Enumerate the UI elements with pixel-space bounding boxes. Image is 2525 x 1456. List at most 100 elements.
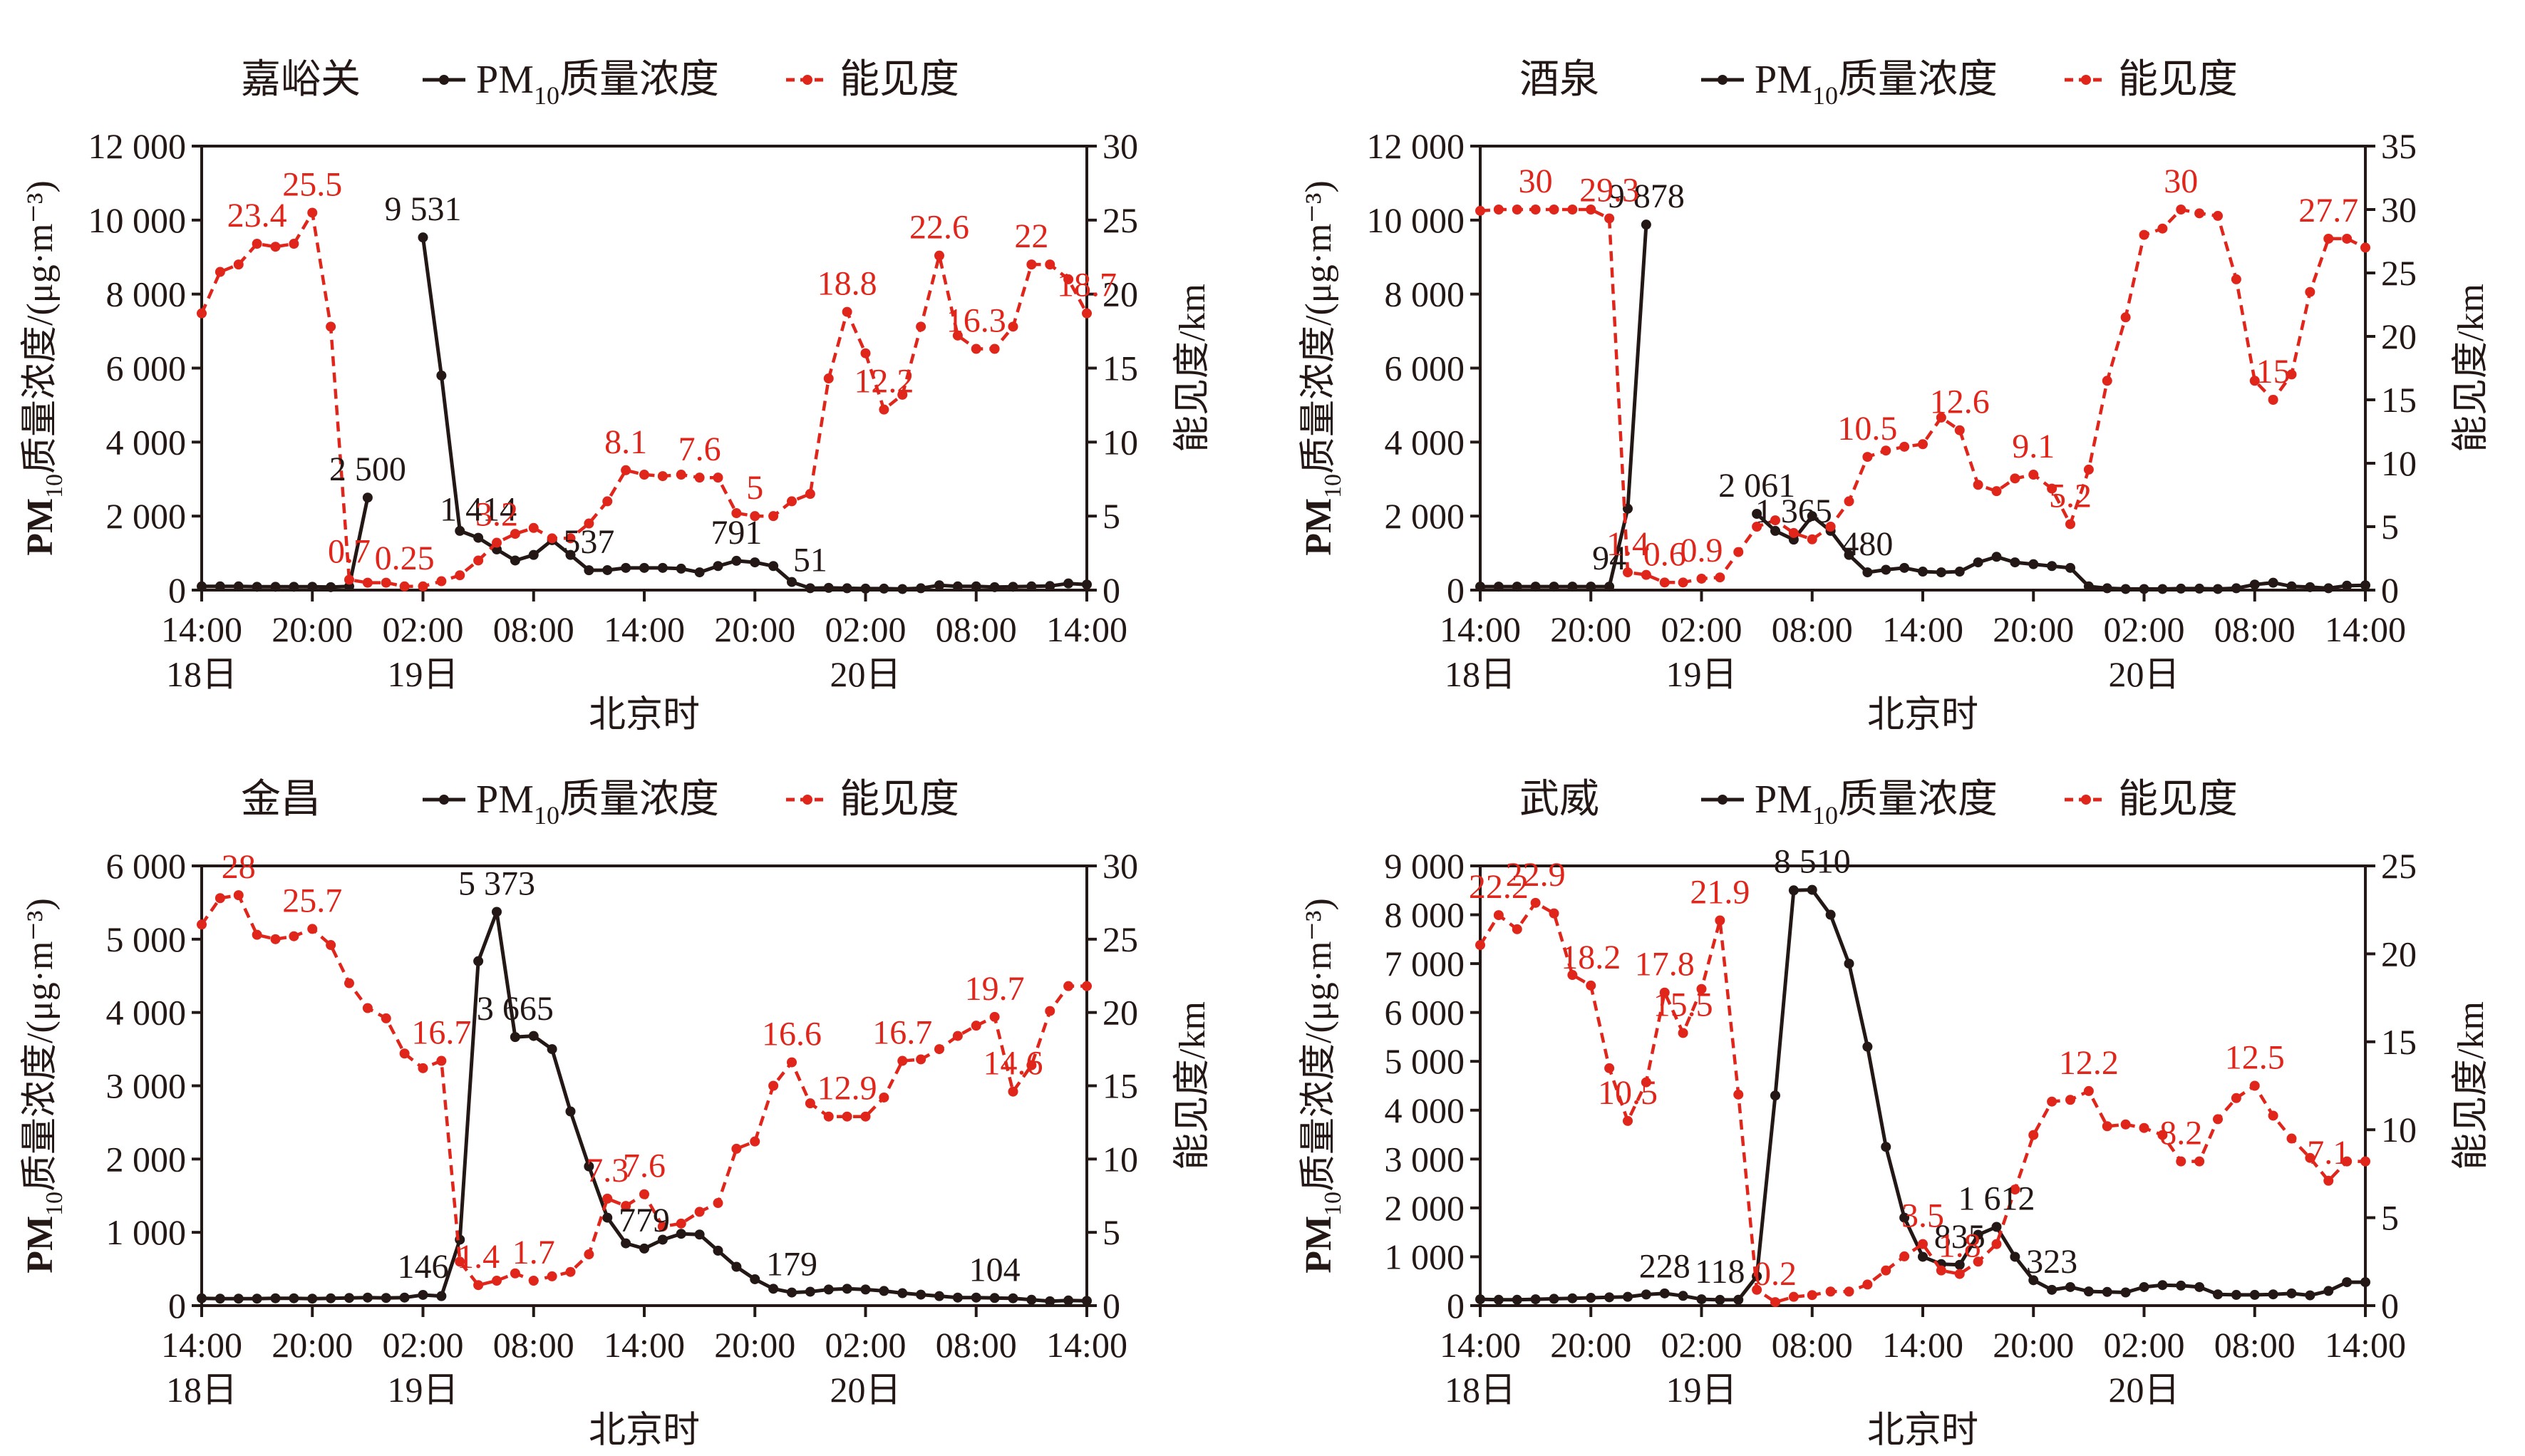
- pm10-point: [307, 582, 318, 592]
- y2-tick-label: 25: [2381, 846, 2417, 886]
- pm10-point: [2323, 583, 2334, 594]
- pm10-point: [1082, 1296, 1092, 1306]
- pm10-point: [639, 562, 649, 573]
- visibility-point: [436, 1055, 447, 1066]
- visibility-data-label: 17.8: [1635, 946, 1695, 983]
- visibility-point: [768, 1080, 779, 1091]
- visibility-point: [768, 511, 779, 522]
- visibility-data-label: 7.6: [678, 430, 721, 468]
- visibility-point: [1715, 572, 1725, 583]
- visibility-series: [197, 890, 1092, 1291]
- visibility-point: [1512, 924, 1522, 934]
- pm10-point: [510, 1032, 520, 1043]
- pm10-data-label: 1 414: [440, 491, 517, 529]
- visibility-point: [787, 1057, 797, 1068]
- visibility-point: [657, 471, 668, 482]
- y-tick-label: 12 000: [1367, 126, 1465, 166]
- pm10-point: [989, 1293, 1000, 1303]
- visibility-point: [1678, 1028, 1688, 1038]
- y2-tick-label: 25: [1103, 919, 1138, 959]
- visibility-point: [1641, 569, 1651, 580]
- y-tick-label: 4 000: [106, 993, 187, 1033]
- visibility-point: [2047, 483, 2057, 494]
- visibility-point: [989, 1011, 1000, 1022]
- pm10-data-label: 5 373: [458, 864, 535, 902]
- pm10-point: [1475, 582, 1485, 592]
- visibility-point: [1008, 321, 1018, 332]
- visibility-data-label: 9.1: [2012, 428, 2055, 465]
- legend-vis-label: 能见度: [2118, 778, 2238, 822]
- visibility-point: [344, 978, 354, 988]
- visibility-point: [1936, 412, 1946, 423]
- pm10-point: [1752, 508, 1762, 519]
- chart-panel-4: 0 1 000 2 000 3 000 4 000 5 000 6 000 7 000 8 00…: [1298, 778, 2492, 1451]
- visibility-data-label: 10.5: [1598, 1074, 1658, 1112]
- visibility-point: [2323, 233, 2334, 244]
- pm10-point: [1881, 1142, 1891, 1152]
- visibility-point: [362, 1003, 373, 1013]
- visibility-data-label: 12.2: [854, 363, 914, 401]
- pm10-point: [2157, 584, 2168, 594]
- visibility-point: [2305, 1152, 2315, 1163]
- visibility-point: [547, 533, 557, 544]
- visibility-point: [270, 934, 281, 944]
- y-tick-label: 0: [168, 570, 186, 610]
- day-label: 18日: [1445, 654, 1516, 694]
- visibility-point: [1881, 1265, 1891, 1276]
- visibility-point: [2194, 1156, 2205, 1167]
- visibility-point: [639, 1189, 649, 1199]
- y-tick-label: 0: [1447, 1286, 1465, 1326]
- visibility-point: [731, 508, 742, 519]
- pm10-point: [1512, 582, 1522, 592]
- visibility-point: [676, 470, 686, 480]
- visibility-point: [215, 893, 225, 904]
- pm10-point: [1862, 1041, 1873, 1052]
- y2-tick-label: 15: [2381, 1022, 2417, 1062]
- chart-panel-3: 0 1 000 2 000 3 000 4 000 5 000 6 000 0 5 10 15 20 2…: [20, 778, 1213, 1451]
- pm10-point: [1045, 581, 1055, 592]
- y-tick-label: 8 000: [1385, 274, 1465, 314]
- visibility-point: [252, 929, 262, 940]
- x-axis-title: 北京时: [1867, 1410, 1978, 1451]
- visibility-point: [1082, 308, 1092, 319]
- visibility-data-label: 12.5: [2225, 1039, 2285, 1077]
- pm10-data-label: 94: [1592, 539, 1626, 577]
- visibility-point: [399, 581, 410, 592]
- legend: PM10质量浓度 能见度: [423, 778, 959, 830]
- y-tick-label: 2 000: [1385, 496, 1465, 536]
- visibility-point: [1752, 1284, 1762, 1295]
- panel-title: 嘉峪关: [241, 58, 361, 102]
- visibility-point: [289, 239, 299, 249]
- visibility-point: [233, 890, 244, 901]
- y-tick-label: 4 000: [1385, 1090, 1465, 1130]
- visibility-point: [381, 1013, 391, 1023]
- pm10-point: [2213, 1289, 2223, 1300]
- visibility-point: [2268, 395, 2278, 405]
- pm10-point: [602, 564, 613, 575]
- pm10-point: [879, 1286, 889, 1296]
- visibility-point: [1493, 205, 1504, 215]
- pm10-point: [694, 567, 705, 578]
- visibility-point: [2360, 1156, 2370, 1167]
- pm10-point: [455, 525, 465, 536]
- y-tick-label: 2 000: [106, 496, 187, 536]
- visibility-point: [805, 489, 815, 500]
- pm10-point: [1954, 567, 1965, 577]
- pm10-point: [584, 1161, 594, 1172]
- x-axis-title: 北京时: [1867, 695, 1978, 735]
- pm10-data-label: 8 510: [1774, 843, 1851, 881]
- pm10-point: [1899, 1212, 1910, 1223]
- y-axis-title: PM10质量浓度/(μg·m⁻³): [1298, 180, 1346, 556]
- x-tick-label: 20:00: [714, 609, 795, 649]
- pm10-point: [1493, 1294, 1504, 1305]
- pm10-point: [2083, 1286, 2094, 1297]
- x-tick-label: 20:00: [1550, 1325, 1631, 1365]
- pm10-point: [971, 1292, 981, 1303]
- visibility-point: [1991, 1239, 2002, 1249]
- day-label: 20日: [830, 654, 902, 694]
- pm10-point: [731, 1261, 742, 1272]
- pm10-point: [1063, 578, 1074, 589]
- pm10-point: [492, 907, 502, 917]
- pm10-point: [1026, 1294, 1037, 1305]
- visibility-point: [934, 250, 944, 261]
